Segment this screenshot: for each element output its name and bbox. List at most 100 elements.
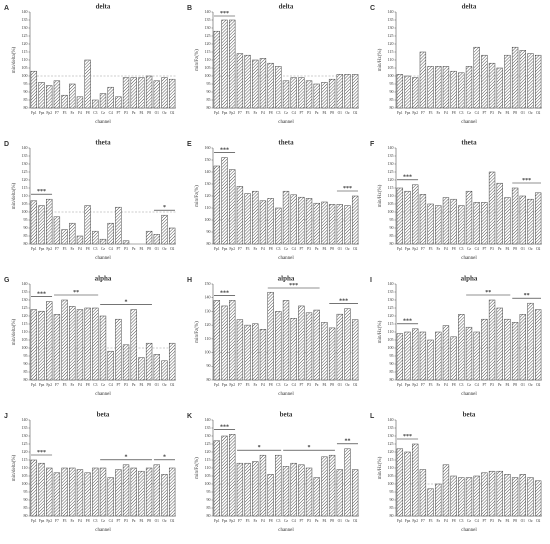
- bar: [351, 319, 359, 381]
- x-tick-label: P4: [323, 111, 327, 115]
- y-tick-label: 85: [24, 505, 28, 510]
- x-tick-label: F3: [63, 383, 67, 387]
- x-tick-label: F8: [269, 247, 273, 251]
- x-tick-label: C3: [459, 519, 463, 523]
- x-tick-label: P4: [323, 247, 327, 251]
- bar: [221, 435, 228, 517]
- y-tick-label: 135: [388, 153, 394, 158]
- x-tick-label: Fz: [253, 519, 257, 523]
- bar: [419, 51, 427, 109]
- bar: [488, 299, 496, 381]
- y-tick-label: 85: [390, 233, 394, 238]
- y-tick-label: 105: [388, 473, 394, 478]
- y-tick-label: 160: [205, 145, 211, 150]
- y-tick-label: 100: [388, 345, 394, 350]
- bar: [69, 83, 76, 109]
- x-tick-label: O2: [170, 111, 175, 115]
- y-tick-label: 150: [205, 157, 211, 162]
- y-tick-label: 105: [205, 473, 211, 478]
- y-tick-label: 105: [22, 201, 28, 206]
- x-tick-label: O2: [536, 111, 541, 115]
- bar: [244, 324, 251, 381]
- y-axis-label: min/Hz(%): [378, 320, 383, 343]
- y-tick-label: 150: [205, 281, 211, 286]
- bar: [481, 202, 488, 245]
- panel-letter: F: [370, 141, 375, 148]
- bar: [145, 75, 153, 109]
- y-axis-label: min/delta(%): [12, 454, 17, 481]
- bar: [404, 451, 411, 517]
- x-tick-label: Fp1: [31, 247, 37, 251]
- bar: [396, 448, 404, 517]
- bar: [99, 315, 107, 381]
- y-tick-label: 105: [205, 65, 211, 70]
- bar: [305, 312, 313, 381]
- bar: [404, 75, 411, 109]
- bar: [504, 197, 511, 245]
- panel-title: alpha: [95, 275, 112, 283]
- bar: [130, 77, 137, 109]
- y-tick-label: 115: [22, 49, 28, 54]
- bar: [290, 77, 297, 109]
- significance-label: ***: [343, 186, 352, 192]
- y-tick-label: 110: [388, 465, 394, 470]
- panel-letter: B: [187, 5, 192, 12]
- panel-letter: E: [187, 141, 192, 148]
- significance-label: *: [163, 205, 166, 211]
- y-tick-label: 125: [388, 169, 394, 174]
- y-tick-label: 90: [390, 497, 394, 502]
- panel-title: theta: [461, 139, 477, 147]
- x-tick-label: P3: [124, 111, 128, 115]
- bar: [130, 309, 137, 381]
- bar: [236, 462, 244, 517]
- x-tick-label: O2: [353, 111, 358, 115]
- bar: [61, 94, 68, 109]
- x-tick-label: Cz: [101, 383, 105, 387]
- bar: [458, 477, 465, 517]
- bar: [213, 165, 221, 245]
- bar: [458, 72, 465, 109]
- y-tick-label: 120: [205, 41, 211, 46]
- bar: [481, 54, 488, 109]
- x-tick-label: O1: [155, 111, 160, 115]
- y-tick-label: 95: [390, 353, 394, 358]
- bar: [435, 205, 442, 245]
- y-tick-label: 120: [22, 449, 28, 454]
- x-tick-label: Fpz: [222, 247, 228, 251]
- bar: [84, 205, 91, 245]
- x-tick-label: P3: [124, 247, 128, 251]
- bar: [252, 323, 259, 381]
- x-tick-label: F4: [444, 383, 448, 387]
- x-tick-label: Oz: [162, 247, 167, 251]
- x-tick-label: P8: [147, 519, 151, 523]
- x-tick-label: Pz: [315, 111, 319, 115]
- x-tick-label: C3: [459, 383, 463, 387]
- x-tick-label: Pz: [315, 247, 319, 251]
- x-tick-label: F4: [444, 247, 448, 251]
- y-tick-label: 90: [390, 361, 394, 366]
- bar: [328, 454, 336, 517]
- x-tick-label: Fp2: [229, 383, 235, 387]
- bar: [53, 472, 61, 517]
- y-tick-label: 80: [390, 105, 394, 110]
- bar: [313, 309, 320, 381]
- x-tick-label: Cz: [284, 383, 288, 387]
- panel-title: delta: [462, 3, 477, 11]
- x-tick-label: Fp1: [214, 247, 220, 251]
- x-tick-label: F7: [421, 383, 425, 387]
- bar: [244, 193, 251, 245]
- significance-label: **: [524, 293, 530, 299]
- x-tick-label: Fp1: [31, 111, 37, 115]
- x-tick-label: Pz: [498, 111, 502, 115]
- bar: [236, 53, 244, 109]
- bar: [53, 80, 61, 109]
- x-tick-label: C4: [292, 519, 296, 523]
- bar: [336, 469, 343, 517]
- bar: [290, 318, 297, 381]
- y-tick-label: 95: [24, 81, 28, 86]
- y-tick-label: 85: [390, 505, 394, 510]
- x-tick-label: C3: [276, 383, 280, 387]
- y-tick-label: 135: [22, 289, 28, 294]
- x-tick-label: P4: [140, 111, 144, 115]
- panel-title: theta: [95, 139, 111, 147]
